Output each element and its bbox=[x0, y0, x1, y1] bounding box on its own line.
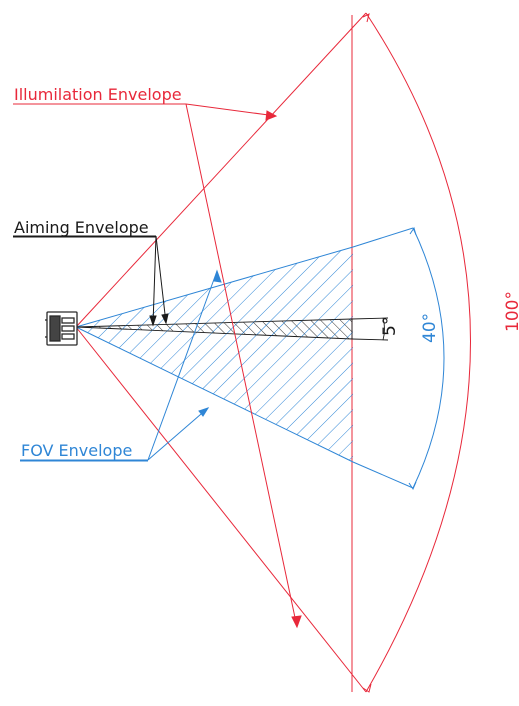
fov-upper-boundary bbox=[75, 246, 354, 328]
fov-hatched-region bbox=[76, 247, 353, 462]
fov-envelope-label: FOV Envelope bbox=[21, 441, 132, 460]
fov-envelope bbox=[75, 226, 445, 491]
aiming-lower-extension bbox=[351, 338, 389, 341]
fov-lower-boundary bbox=[75, 326, 354, 463]
aiming-region-crosshatch bbox=[76, 319, 352, 339]
illumination-envelope-label: Illumilation Envelope bbox=[14, 85, 182, 104]
aiming-angle-arc bbox=[382, 317, 385, 341]
aiming-angle-label: 5° bbox=[380, 317, 400, 336]
fov-angle-label: 40° bbox=[420, 313, 440, 343]
aiming-upper-extension bbox=[351, 317, 389, 320]
illumination-arc-end-bottom bbox=[362, 683, 372, 693]
fov-arc-end-top bbox=[409, 226, 417, 236]
aiming-envelope-label: Aiming Envelope bbox=[14, 218, 149, 237]
aiming-envelope bbox=[75, 317, 389, 341]
illumination-angle-label: 100° bbox=[503, 291, 519, 332]
fov-angle-arc bbox=[412, 227, 445, 489]
fov-lower-extension bbox=[352, 461, 414, 489]
aiming-leader bbox=[13, 235, 169, 327]
illumination-angle-arc bbox=[365, 12, 471, 693]
scanner-device bbox=[45, 311, 78, 346]
fov-leader bbox=[20, 269, 222, 461]
illumination-upper-boundary bbox=[75, 12, 367, 328]
fov-arc-end-bottom bbox=[408, 481, 417, 491]
illumination-lower-boundary bbox=[75, 326, 367, 693]
illumination-arc-end-top bbox=[362, 13, 370, 23]
fov-upper-extension bbox=[352, 227, 414, 248]
